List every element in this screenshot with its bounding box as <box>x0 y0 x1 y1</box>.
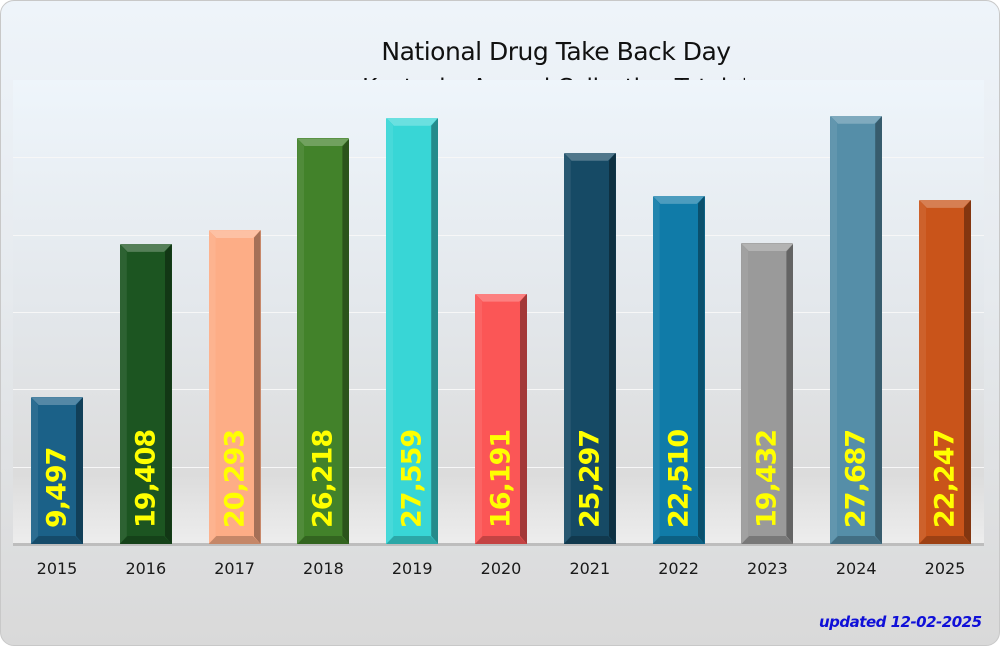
x-tick-label: 2018 <box>303 559 344 578</box>
x-tick-label: 2021 <box>569 559 611 578</box>
bar-value-label: 22,510 <box>663 429 695 528</box>
bar-2022: 22,510 <box>652 195 705 544</box>
bar-2020: 16,191 <box>475 293 527 544</box>
bar-value-label: 22,247 <box>929 429 961 528</box>
bar-value-label: 26,218 <box>307 429 339 528</box>
bar-2019: 27,559 <box>386 117 439 544</box>
bar-value-label: 19,432 <box>751 429 783 528</box>
bar-2016: 19,408 <box>119 243 172 544</box>
x-tick-label: 2020 <box>480 559 522 578</box>
bar-value-label: 27,687 <box>840 429 872 528</box>
x-tick-label: 2016 <box>125 559 167 578</box>
x-tick-label: 2015 <box>36 559 78 578</box>
chart-title: National Drug Take Back Day <box>381 37 731 66</box>
x-axis-line <box>13 543 984 546</box>
bar-2018: 26,218 <box>297 138 350 544</box>
x-tick-label: 2024 <box>835 559 877 578</box>
bar-value-label: 16,191 <box>485 429 517 528</box>
bar-value-label: 9,497 <box>41 447 73 528</box>
updated-note: updated 12-02-2025 <box>819 613 982 631</box>
bar-2024: 27,687 <box>830 115 883 544</box>
bar-value-label: 19,408 <box>130 429 162 528</box>
bar-value-label: 25,297 <box>574 429 606 528</box>
bar-value-label: 20,293 <box>219 429 251 528</box>
bar-2017: 20,293 <box>208 230 261 544</box>
bar-2021: 25,297 <box>563 152 616 544</box>
bar-2025: 22,247 <box>919 199 971 544</box>
x-tick-label: 2023 <box>747 559 788 578</box>
bar-2023: 19,432 <box>741 243 794 544</box>
x-tick-label: 2025 <box>924 559 966 578</box>
gridline <box>13 157 984 159</box>
gridline <box>13 234 984 236</box>
x-tick-label: 2019 <box>391 559 433 578</box>
bar-2015: 9,497 <box>31 397 83 544</box>
x-tick-label: 2017 <box>214 559 255 578</box>
bar-value-label: 27,559 <box>396 429 428 528</box>
x-tick-label: 2022 <box>658 559 699 578</box>
